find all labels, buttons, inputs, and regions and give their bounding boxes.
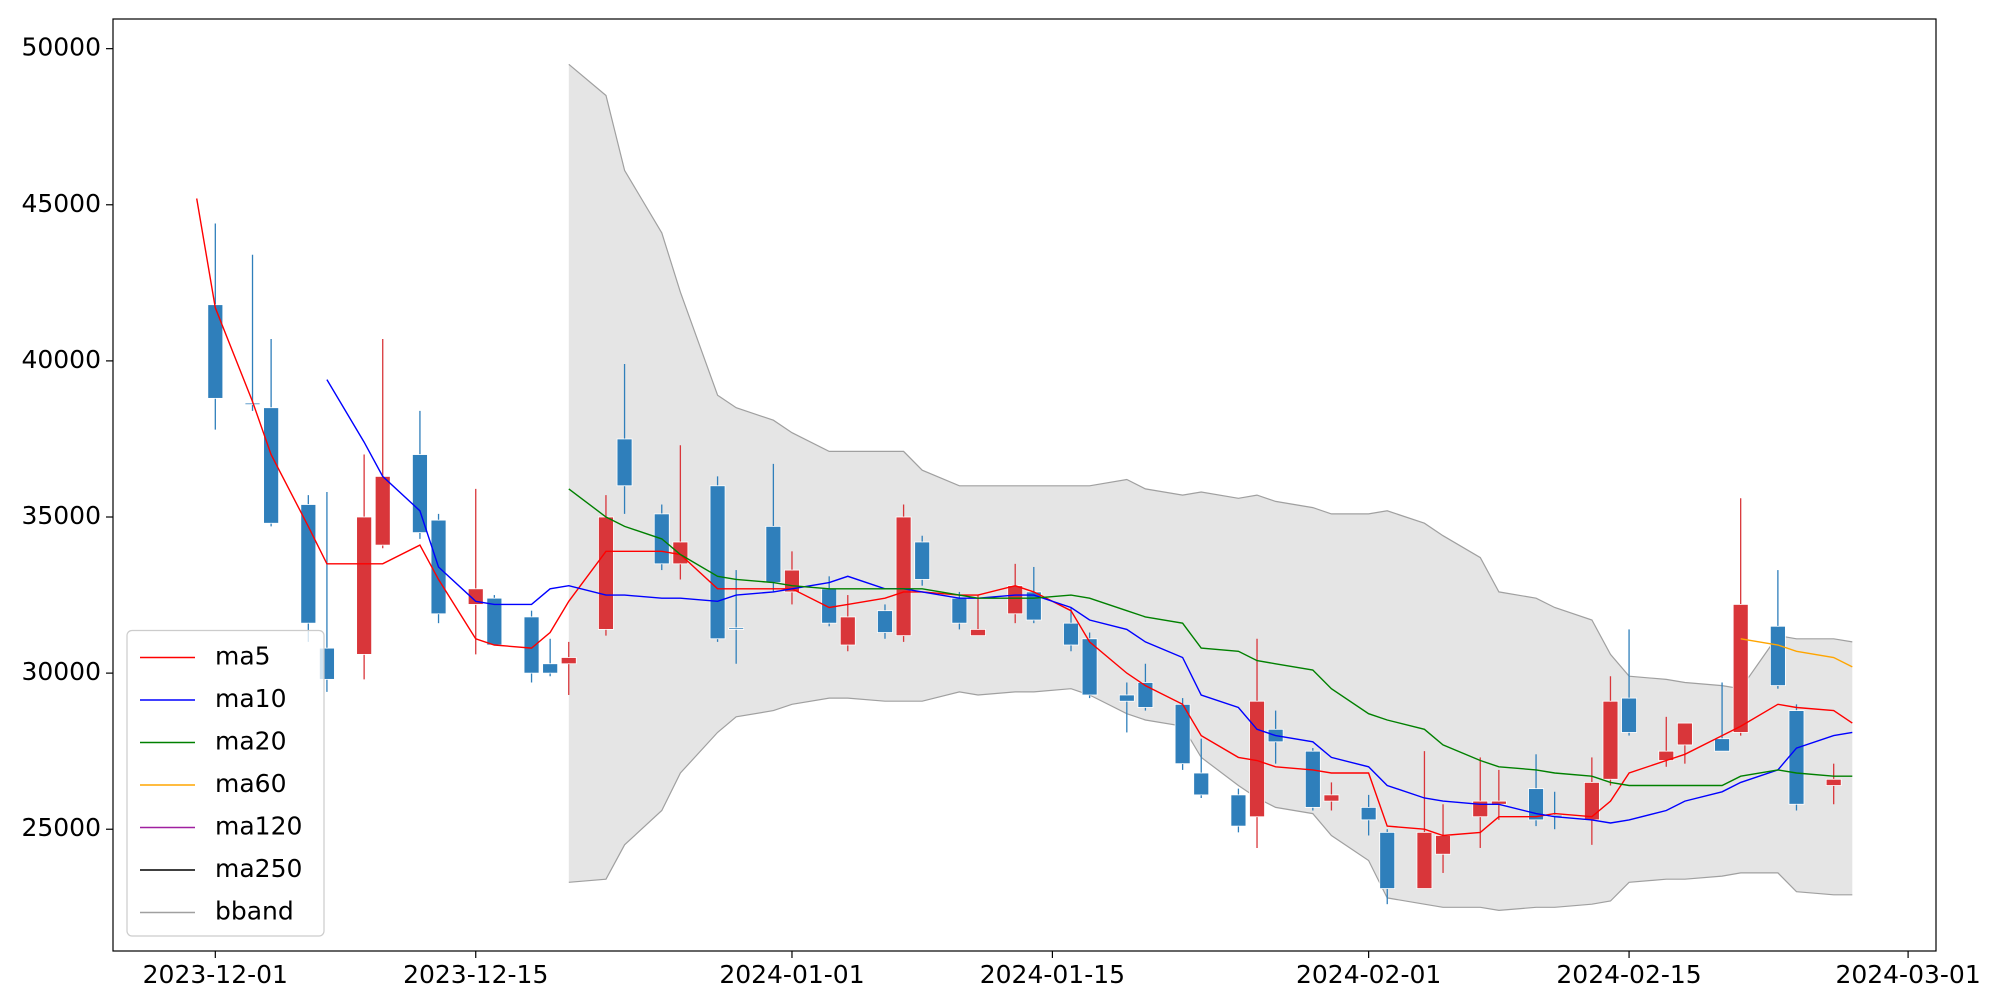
x-tick-label: 2024-01-01 xyxy=(719,960,864,989)
candle-body xyxy=(1007,585,1024,615)
legend-label: ma20 xyxy=(215,727,286,756)
candle-body xyxy=(1063,622,1079,646)
x-tick-label: 2024-02-15 xyxy=(1556,960,1701,989)
candle-body xyxy=(263,407,280,524)
candle-body xyxy=(412,454,428,534)
candle-body xyxy=(1118,694,1135,702)
bband-lower xyxy=(568,688,1853,912)
candle-body xyxy=(616,438,633,487)
legend-label: ma10 xyxy=(215,684,286,713)
x-tick-label: 2024-02-01 xyxy=(1296,960,1441,989)
y-tick-label: 35000 xyxy=(21,501,101,530)
legend-label: ma250 xyxy=(215,854,302,883)
y-tick-label: 30000 xyxy=(21,657,101,686)
legend-label: ma60 xyxy=(215,769,286,798)
candle-body xyxy=(1304,750,1321,808)
y-tick-label: 45000 xyxy=(21,189,101,218)
candle-body xyxy=(1825,778,1842,786)
ma-line xyxy=(326,379,1853,824)
candle-body xyxy=(598,516,614,630)
candle-body xyxy=(486,597,503,646)
candle-body xyxy=(1472,800,1489,818)
candle-body xyxy=(467,588,484,605)
candle-body xyxy=(300,504,317,624)
candle-body xyxy=(728,627,745,630)
candle-body xyxy=(839,616,856,646)
candle-body xyxy=(914,541,931,580)
ma-line xyxy=(196,198,1853,837)
candle-body xyxy=(1621,697,1637,733)
candle-body xyxy=(765,525,782,583)
candle-body xyxy=(951,597,968,624)
candle-body xyxy=(1435,835,1451,855)
candle-body xyxy=(1193,772,1210,796)
bband-upper xyxy=(568,63,1853,690)
candle-body xyxy=(356,516,373,655)
x-tick-label: 2023-12-01 xyxy=(143,960,288,989)
legend-label: ma120 xyxy=(215,812,302,841)
candle-body xyxy=(1230,794,1247,827)
x-tick-label: 2024-03-01 xyxy=(1835,960,1980,989)
candle-body xyxy=(374,476,391,546)
plot-frame xyxy=(112,18,1937,952)
candle-body xyxy=(560,657,577,665)
x-tick-label: 2023-12-15 xyxy=(403,960,548,989)
candle-body xyxy=(1602,700,1619,780)
candle-body xyxy=(1676,722,1693,746)
y-tick-label: 50000 xyxy=(21,33,101,62)
candle-body xyxy=(1081,638,1098,696)
candle-body xyxy=(1416,831,1433,889)
candle-body xyxy=(1137,682,1154,708)
candle-body xyxy=(207,304,224,399)
candle-body xyxy=(1323,794,1340,802)
candle-body xyxy=(895,516,912,637)
candle-body xyxy=(1583,781,1600,821)
legend-label: bband xyxy=(215,897,294,926)
legend-label: ma5 xyxy=(215,642,271,671)
candle-body xyxy=(970,629,986,637)
candle-body xyxy=(1714,738,1730,752)
ma-line xyxy=(568,488,1853,787)
candle-body xyxy=(1769,625,1786,687)
candle-body xyxy=(542,663,559,674)
candle-body xyxy=(1379,831,1396,889)
candle-body xyxy=(1788,710,1805,805)
x-tick-label: 2024-01-15 xyxy=(980,960,1125,989)
candle-body xyxy=(877,610,893,633)
candle-body xyxy=(1732,604,1749,733)
ma-line xyxy=(1740,638,1853,668)
candle-body xyxy=(523,616,540,674)
legend-box xyxy=(126,629,325,937)
y-tick-label: 25000 xyxy=(21,813,101,842)
y-tick-label: 40000 xyxy=(21,345,101,374)
bband-fill xyxy=(568,64,1853,911)
legend: ma5 ma10 ma20 ma60 ma120 ma250 bband xyxy=(126,629,325,937)
candle-body xyxy=(1360,806,1377,821)
candle-body xyxy=(709,485,726,640)
